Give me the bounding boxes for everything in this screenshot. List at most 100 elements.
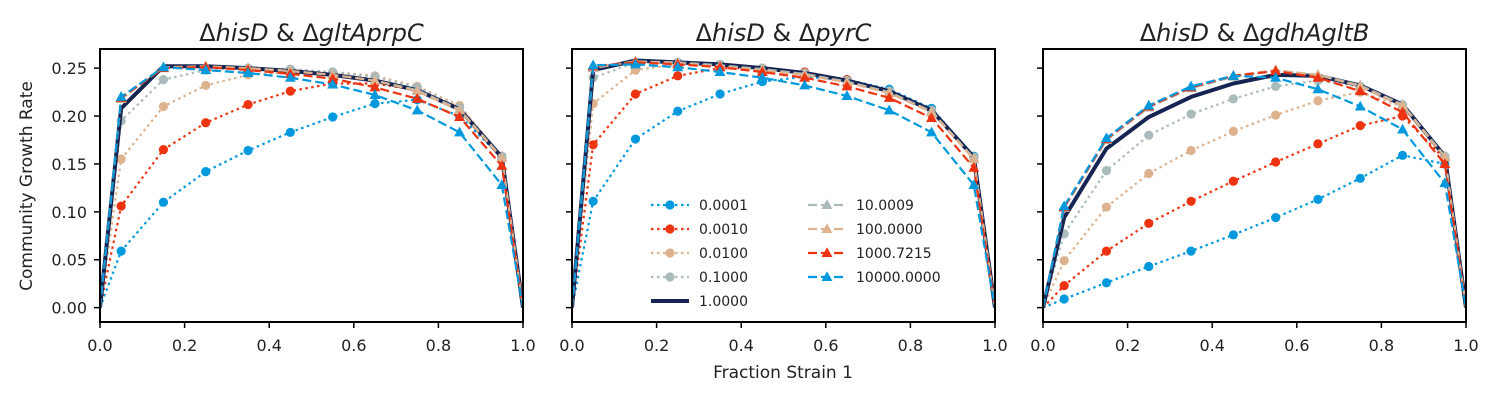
data-point (328, 112, 338, 122)
data-point (411, 85, 423, 96)
data-point (1313, 96, 1323, 106)
data-point (1059, 294, 1069, 304)
series-line-0.0010 (1043, 114, 1466, 309)
data-point (926, 106, 938, 117)
data-point (1312, 83, 1324, 94)
data-point (1059, 256, 1069, 266)
y-tick-label: 0.10 (51, 203, 87, 222)
data-point (1144, 130, 1154, 140)
data-point (115, 91, 127, 101)
data-point (327, 78, 339, 89)
data-point (158, 144, 169, 155)
legend-marker (665, 224, 675, 234)
data-point (1186, 196, 1196, 206)
x-tick-label: 0.2 (1115, 336, 1140, 355)
series-group (1043, 64, 1466, 309)
x-tick-label: 0.8 (1369, 336, 1394, 355)
x-tick-label: 0.4 (1199, 336, 1224, 355)
data-point (673, 71, 683, 81)
legend-item: 10000.0000 (808, 270, 941, 286)
legend-marker (821, 247, 833, 258)
panel-2: ΔhisD & ΔpyrC 0.0 0.2 0.4 0.6 0.8 1.0 (559, 19, 1007, 355)
plot-frame (1042, 48, 1467, 323)
legend-label: 10000.0000 (856, 270, 941, 286)
data-point (756, 66, 768, 77)
legend-label: 0.0001 (699, 198, 748, 214)
x-tick-label: 0.4 (256, 336, 281, 355)
data-point (1186, 109, 1196, 119)
data-point (1397, 123, 1409, 134)
legend-item: 0.1000 (651, 270, 748, 286)
series-line-0.0001 (100, 98, 523, 309)
series-line-10000.0000 (100, 66, 523, 308)
data-point (1101, 202, 1112, 212)
data-point (1100, 132, 1112, 143)
panel-1: ΔhisD & ΔgltAprpC 0.0 0.2 0.4 0.6 0.8 1.0 0.00 0… (51, 19, 535, 355)
legend-marker (665, 248, 675, 258)
x-tick-label: 0.4 (728, 336, 753, 355)
data-point (116, 154, 126, 164)
y-tick-label: 0.25 (51, 59, 87, 78)
data-point (454, 111, 466, 122)
legend-item: 1000.7215 (808, 246, 932, 262)
panel-title-part: & Δ (269, 19, 320, 47)
data-point (714, 66, 726, 77)
x-tick-label: 1.0 (1453, 336, 1478, 355)
x-axis-label: Fraction Strain 1 (713, 363, 853, 383)
series-line-0.0100 (100, 70, 523, 308)
data-point (1271, 81, 1281, 91)
data-point (496, 152, 508, 163)
legend-label: 10.0009 (856, 198, 914, 214)
data-point (370, 99, 380, 109)
y-tick-label: 0.00 (51, 299, 87, 318)
data-point (1144, 218, 1154, 228)
data-point (1270, 65, 1282, 76)
data-point (1397, 106, 1409, 117)
panel-title-part: hisD (712, 19, 765, 47)
data-point (672, 61, 684, 72)
data-point (369, 81, 381, 92)
data-point (1228, 176, 1238, 186)
data-point (1439, 151, 1451, 162)
y-tick-label: 0.15 (51, 155, 87, 174)
data-point (411, 93, 423, 103)
legend-item: 100.0000 (808, 222, 923, 238)
data-point (1312, 71, 1324, 82)
data-point (411, 104, 423, 115)
x-tick-label: 1.0 (510, 336, 535, 355)
series-line-1000.7215 (572, 61, 995, 308)
x-tick-label: 1.0 (982, 336, 1007, 355)
panel-title-part: hisD (1156, 19, 1209, 47)
x-tick-label: 0.2 (644, 336, 669, 355)
legend-label: 0.0010 (699, 222, 748, 238)
data-point (1355, 121, 1365, 131)
data-point (715, 89, 725, 99)
x-tick-label: 0.6 (1284, 336, 1309, 355)
data-point (1185, 80, 1197, 91)
panel-title-part: & Δ (765, 19, 816, 47)
plot-frame (99, 48, 524, 323)
panel-title: ΔhisD & ΔgdhAgltB (1140, 19, 1370, 47)
data-point (200, 64, 212, 75)
data-point (629, 58, 641, 69)
legend-item: 1.0000 (651, 294, 748, 310)
data-point (1270, 71, 1282, 82)
series-line-0.0001 (1043, 154, 1466, 309)
panel-title: ΔhisD & ΔpyrC (696, 19, 872, 47)
data-point (496, 160, 508, 170)
data-point (242, 67, 254, 77)
data-point (201, 167, 211, 177)
data-point (1227, 70, 1239, 80)
legend-item: 0.0010 (651, 222, 748, 238)
y-axis-label: Community Growth Rate (17, 81, 37, 291)
data-point (588, 140, 598, 150)
x-tick-label: 0.0 (87, 336, 112, 355)
legend-label: 0.0100 (699, 246, 748, 262)
data-point (968, 162, 980, 172)
panel-title-part: pyrC (814, 19, 871, 47)
data-point (587, 59, 599, 70)
x-tick-label: 0.6 (341, 336, 366, 355)
data-point (158, 197, 169, 207)
data-point (201, 118, 211, 128)
